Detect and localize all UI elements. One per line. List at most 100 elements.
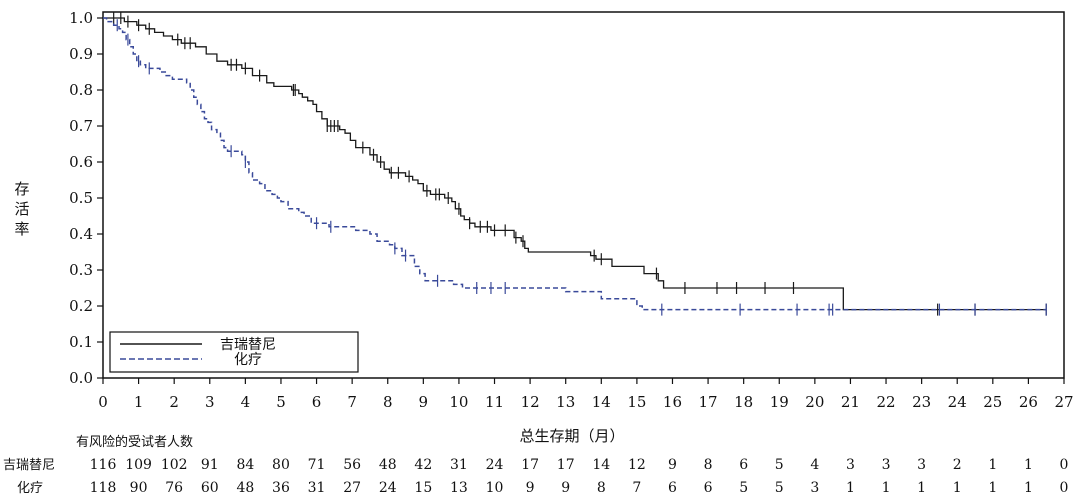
plot-frame — [102, 11, 1065, 379]
at-risk-count: 15 — [414, 480, 432, 496]
at-risk-count: 84 — [236, 457, 254, 473]
y-tick-label: 0.1 — [69, 333, 93, 351]
at-risk-count: 31 — [450, 457, 468, 473]
at-risk-count: 48 — [379, 457, 397, 473]
legend: 吉瑞替尼 化疗 — [109, 331, 359, 373]
x-tick-label: 27 — [1054, 393, 1073, 411]
legend-box — [109, 331, 359, 373]
at-risk-row-label-gilteritinib: 吉瑞替尼 — [3, 458, 55, 473]
at-risk-count: 116 — [90, 457, 117, 473]
y-tick-label: 1.0 — [69, 9, 93, 27]
x-tick-label: 25 — [983, 393, 1002, 411]
y-tick-label: 0.3 — [69, 261, 93, 279]
x-tick-label: 12 — [521, 393, 540, 411]
x-tick-label: 19 — [770, 393, 789, 411]
x-tick-label: 18 — [734, 393, 753, 411]
at-risk-count: 91 — [201, 457, 219, 473]
y-tick-label: 0.9 — [69, 45, 93, 63]
x-tick-label: 2 — [169, 393, 179, 411]
at-risk-count: 1 — [1024, 480, 1033, 496]
at-risk-count: 71 — [308, 457, 326, 473]
x-tick-label: 9 — [419, 393, 429, 411]
at-risk-count: 3 — [882, 457, 891, 473]
x-tick-label: 22 — [876, 393, 895, 411]
x-tick-label: 23 — [912, 393, 931, 411]
at-risk-count: 5 — [775, 480, 784, 496]
at-risk-count: 17 — [521, 457, 539, 473]
x-tick-label: 26 — [1019, 393, 1038, 411]
at-risk-count: 0 — [1060, 480, 1069, 496]
at-risk-count: 102 — [161, 457, 188, 473]
at-risk-count: 24 — [486, 457, 504, 473]
y-tick-label: 0.2 — [69, 297, 93, 315]
x-tick-label: 24 — [948, 393, 967, 411]
y-tick-label: 0.7 — [69, 117, 93, 135]
x-tick-label: 20 — [805, 393, 824, 411]
at-risk-count: 1 — [953, 480, 962, 496]
at-risk-table: 有风险的受试者人数 吉瑞替尼 化疗 116 109 102 91 84 80 71 56 48 4… — [3, 434, 1068, 496]
at-risk-count: 1 — [1024, 457, 1033, 473]
at-risk-count: 118 — [90, 480, 117, 496]
x-tick-label: 14 — [592, 393, 611, 411]
y-axis-label: 存活率 — [14, 180, 29, 238]
legend-label-chemotherapy: 化疗 — [234, 352, 262, 368]
at-risk-count: 2 — [953, 457, 962, 473]
x-tick-label: 13 — [556, 393, 575, 411]
x-tick-label: 5 — [276, 393, 286, 411]
at-risk-count: 13 — [450, 480, 468, 496]
at-risk-count: 109 — [125, 457, 152, 473]
at-risk-count: 17 — [557, 457, 575, 473]
at-risk-count: 3 — [810, 480, 819, 496]
at-risk-count: 24 — [379, 480, 397, 496]
y-tick-label: 0.8 — [69, 81, 93, 99]
at-risk-count: 56 — [343, 457, 361, 473]
series-line-gilteritinib — [103, 17, 1047, 311]
at-risk-count: 90 — [130, 480, 148, 496]
survival-curves — [103, 12, 1047, 316]
legend-label-gilteritinib: 吉瑞替尼 — [220, 337, 276, 353]
y-tick-label: 0.5 — [69, 189, 93, 207]
x-axis-label: 总生存期（月） — [519, 427, 624, 445]
x-tick-label: 15 — [627, 393, 646, 411]
x-tick-label: 4 — [241, 393, 251, 411]
at-risk-count: 7 — [632, 480, 641, 496]
at-risk-count: 9 — [668, 457, 677, 473]
x-tick-label: 1 — [134, 393, 144, 411]
at-risk-header: 有风险的受试者人数 — [76, 434, 193, 450]
at-risk-count: 8 — [704, 457, 713, 473]
at-risk-row-gilteritinib: 116 109 102 91 84 80 71 56 48 42 31 24 17 17 14 12 9 8 6 5 4… — [90, 457, 1069, 473]
at-risk-count: 3 — [917, 457, 926, 473]
at-risk-count: 12 — [628, 457, 646, 473]
at-risk-count: 36 — [272, 480, 290, 496]
at-risk-row-label-chemotherapy: 化疗 — [17, 481, 43, 496]
x-tick-label: 17 — [699, 393, 718, 411]
at-risk-count: 4 — [810, 457, 819, 473]
at-risk-count: 48 — [236, 480, 254, 496]
x-tick-label: 8 — [383, 393, 393, 411]
x-tick-label: 0 — [98, 393, 108, 411]
y-axis: 0.0 0.1 0.2 0.3 0.4 0.5 0.6 0.7 0.8 0.9 1.0 — [69, 9, 103, 387]
at-risk-count: 9 — [561, 480, 570, 496]
x-tick-label: 6 — [312, 393, 322, 411]
at-risk-count: 6 — [668, 480, 677, 496]
at-risk-count: 9 — [526, 480, 535, 496]
series-line-chemotherapy — [103, 17, 1047, 311]
at-risk-row-chemotherapy: 118 90 76 60 48 36 31 27 24 15 13 10 9 9 8 7 6 6 5 5 3 1 1 1 1 1 1… — [90, 480, 1069, 496]
at-risk-count: 80 — [272, 457, 290, 473]
x-axis: 0 1 2 3 4 5 6 7 8 9 10 11 12 13 14 15 16 17 18 19 20 21 22 23 24… — [98, 378, 1074, 411]
at-risk-count: 8 — [597, 480, 606, 496]
at-risk-count: 10 — [486, 480, 504, 496]
x-tick-label: 10 — [449, 393, 468, 411]
x-tick-label: 21 — [841, 393, 860, 411]
at-risk-count: 3 — [846, 457, 855, 473]
at-risk-count: 42 — [414, 457, 432, 473]
at-risk-count: 14 — [592, 457, 610, 473]
x-tick-label: 7 — [347, 393, 357, 411]
at-risk-count: 1 — [882, 480, 891, 496]
at-risk-count: 31 — [308, 480, 326, 496]
at-risk-count: 76 — [165, 480, 183, 496]
at-risk-count: 1 — [917, 480, 926, 496]
at-risk-count: 1 — [988, 480, 997, 496]
at-risk-count: 1 — [988, 457, 997, 473]
